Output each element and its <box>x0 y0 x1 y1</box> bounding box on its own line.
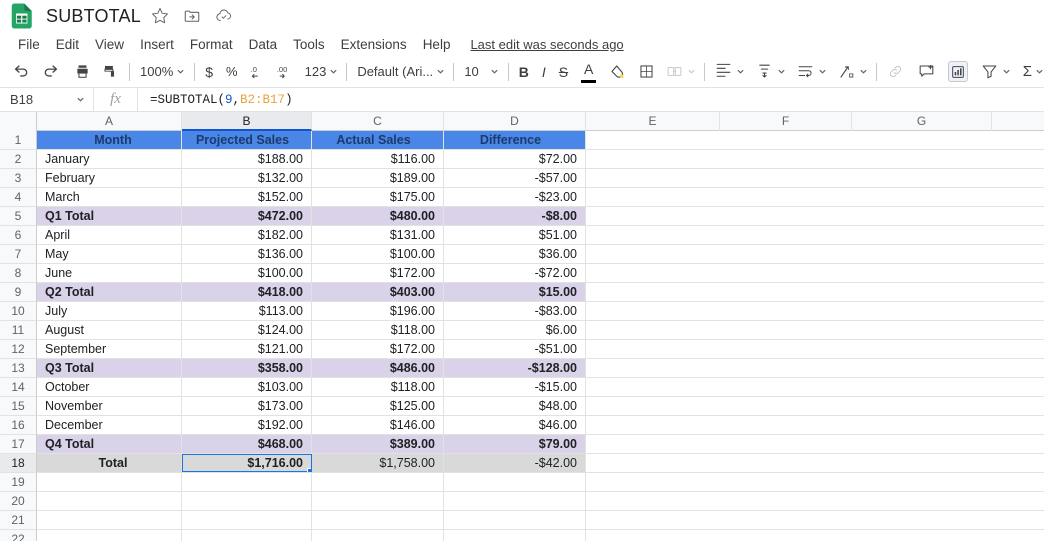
svg-text:.0: .0 <box>250 65 256 74</box>
svg-text:.00: .00 <box>276 65 286 74</box>
